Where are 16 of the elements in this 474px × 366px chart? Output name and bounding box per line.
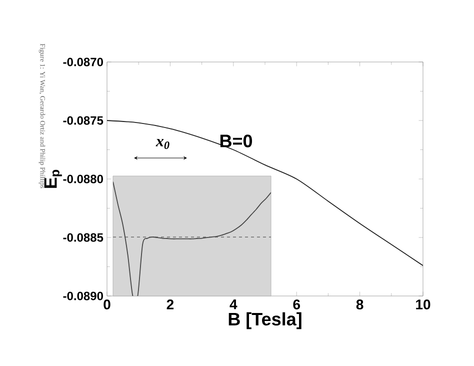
y-tick-label: -0.0885	[63, 233, 104, 242]
y-tick-label: -0.0880	[63, 174, 103, 184]
x-tick-label: 2	[166, 300, 174, 310]
y-tick-label: -0.0890	[63, 292, 103, 300]
x-axis-title: B [Tesla]	[228, 312, 302, 330]
y-tick-label: -0.0870	[63, 58, 103, 66]
y-tick-label: -0.0875	[63, 116, 104, 125]
x-tick-label: 4	[230, 300, 238, 310]
annotation: x$_{0}$	[156, 138, 170, 150]
x-tick-label: 8	[356, 300, 364, 310]
x-tick-label: 0	[104, 300, 110, 310]
x-tick-label: 10	[416, 300, 430, 310]
y-axis-title: E$_{p}$	[44, 170, 62, 188]
x-tick-label: 6	[293, 300, 300, 310]
annotation: B=0	[220, 134, 252, 148]
line-series	[107, 120, 423, 266]
